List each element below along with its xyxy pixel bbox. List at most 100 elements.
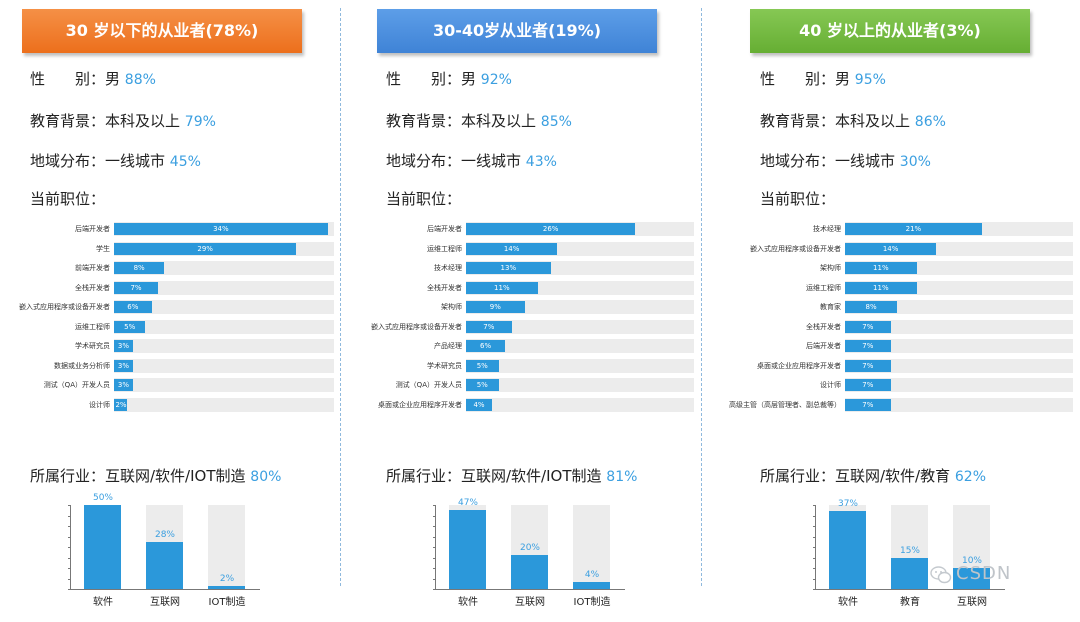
axis-tick	[433, 526, 436, 527]
position-bar-track	[845, 300, 1073, 314]
position-bar-value: 4%	[473, 400, 485, 409]
industry-bar	[208, 585, 245, 589]
position-category-label: 后端开发者	[427, 225, 462, 233]
region-label: 地域分布：一线城市	[760, 152, 896, 170]
column-title: 40 岁以上的从业者(3%)	[750, 9, 1030, 53]
education-label: 教育背景：本科及以上	[30, 112, 181, 130]
position-bar-value: 34%	[213, 225, 229, 233]
axis-tick	[433, 568, 436, 569]
position-category-label: 技术经理	[434, 264, 462, 272]
position-bar-value: 7%	[483, 322, 495, 331]
axis-tick	[68, 578, 71, 580]
position-bar-row: 测试（QA）开发人员 3%	[30, 378, 370, 392]
position-bar-row: 高级主管（高层管理者、副总裁等） 7%	[729, 397, 1080, 412]
industry-category-label: 互联网	[150, 597, 180, 608]
axis-tick	[813, 505, 816, 506]
region-label: 地域分布：一线城市	[30, 152, 166, 170]
position-category-label: 全栈开发者	[427, 283, 462, 292]
axis-tick	[433, 578, 436, 580]
position-bar	[466, 281, 538, 294]
position-bar	[845, 281, 917, 294]
position-bar-value: 7%	[862, 322, 874, 331]
position-bar-value: 8%	[865, 303, 877, 311]
gender-label: 性 别：男	[30, 70, 121, 88]
position-bar	[466, 340, 506, 352]
position-bar-track	[845, 397, 1073, 412]
position-bar	[466, 242, 558, 255]
position-category-label: 运维工程师	[806, 283, 841, 292]
position-bar-track	[466, 378, 694, 392]
position-bar	[466, 262, 551, 274]
industry-bar-value: 20%	[519, 543, 540, 554]
position-bar-value: 3%	[117, 381, 129, 389]
industry-pct: 81%	[606, 469, 638, 485]
axis-tick	[813, 589, 816, 590]
industry-bar-value: 28%	[154, 529, 175, 540]
position-chart: 后端开发者 34% 学生 29% 前端开发者 8% 全栈开发者 7% 嵌入式应用程序或设备开发者…	[19, 222, 370, 418]
position-bar-value: 7%	[862, 361, 874, 370]
position-category-label: 嵌入式应用程序或设备开发者	[750, 244, 841, 253]
industry-chart: 37% 软件 15% 教育 10% 互联网	[813, 497, 1015, 613]
education-stat: 教育背景：本科及以上 85%	[386, 110, 572, 131]
position-bar-row: 数据或业务分析师 3%	[30, 358, 370, 373]
industry-category-label: 互联网	[515, 597, 545, 608]
position-bar	[466, 301, 525, 313]
position-bar-track	[114, 280, 334, 295]
axis-tick	[433, 505, 436, 506]
column-divider-2	[701, 8, 702, 586]
column-title: 30 岁以下的从业者(78%)	[22, 9, 302, 53]
position-bar-track	[466, 358, 694, 373]
position-bar	[466, 320, 512, 333]
position-chart: 技术经理 21% 嵌入式应用程序或设备开发者 14% 架构师 11% 运维工程师 11% 教育家…	[729, 222, 1080, 418]
position-category-label: 数据或业务分析师	[54, 361, 110, 370]
gender-label: 性 别：男	[760, 70, 851, 88]
position-bar	[466, 379, 499, 391]
position-bar-value: 5%	[476, 381, 488, 389]
region-stat: 地域分布：一线城市 43%	[386, 150, 557, 171]
industry-category-label: 软件	[838, 597, 858, 608]
position-category-label: 后端开发者	[75, 225, 110, 233]
industry-category-label: IOT制造	[208, 597, 246, 608]
education-stat: 教育背景：本科及以上 86%	[760, 110, 946, 131]
industry-y-axis	[433, 505, 436, 590]
position-bar-row: 教育家 8%	[760, 300, 1080, 314]
position-category-label: 全栈开发者	[806, 322, 841, 331]
wechat-icon	[930, 566, 952, 584]
position-category-label: 后端开发者	[806, 342, 841, 350]
axis-tick	[433, 536, 436, 538]
position-bar-value: 29%	[197, 244, 213, 253]
position-bar	[114, 359, 133, 372]
position-bar	[114, 223, 328, 235]
position-bar-row: 运维工程师 11%	[760, 280, 1080, 295]
gender-pct: 88%	[124, 72, 156, 88]
position-bar	[845, 262, 917, 274]
position-bar	[845, 320, 891, 333]
watermark-text: CSDN	[956, 563, 1012, 584]
position-category-label: 前端开发者	[75, 264, 110, 272]
position-bar-track	[845, 339, 1073, 353]
position-bar	[114, 262, 165, 274]
position-bar-row: 技术经理 13%	[386, 261, 726, 275]
position-bar-row: 架构师 9%	[386, 300, 726, 314]
position-category-label: 嵌入式应用程序或设备开发者	[371, 322, 462, 331]
industry-bar-track	[208, 505, 245, 589]
region-stat: 地域分布：一线城市 45%	[30, 150, 201, 171]
industry-bar-value: 47%	[457, 498, 478, 509]
position-bar-value: 2%	[115, 400, 127, 409]
industry-bar-track	[573, 505, 610, 589]
position-bar	[114, 340, 133, 352]
gender-pct: 92%	[480, 72, 512, 88]
position-category-label: 架构师	[820, 264, 841, 272]
position-category-label: 运维工程师	[75, 322, 110, 331]
industry-stat: 所属行业：互联网/软件/IOT制造 80%	[30, 465, 281, 486]
industry-bar-value: 4%	[584, 570, 600, 581]
position-bar	[845, 379, 891, 391]
position-bar-track	[114, 339, 334, 353]
position-category-label: 高级主管（高层管理者、副总裁等）	[729, 400, 841, 409]
industry-bar-value: 50%	[92, 493, 113, 503]
position-bar-row: 技术经理 21%	[760, 222, 1080, 236]
industry-x-axis	[815, 589, 1005, 590]
region-pct: 45%	[169, 154, 201, 170]
gender-pct: 95%	[854, 72, 886, 88]
position-bar-value: 3%	[117, 342, 129, 350]
